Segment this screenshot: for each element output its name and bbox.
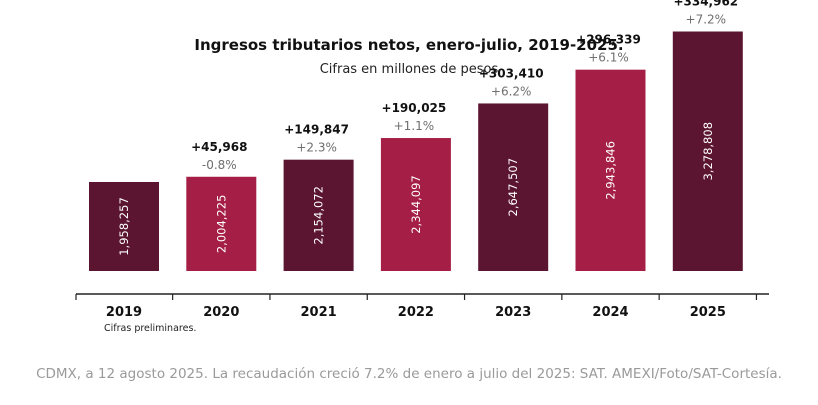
bar-value-label: 3,278,808 <box>701 122 715 181</box>
diff-label: +190,025 <box>382 101 447 115</box>
bar-2020 <box>186 176 257 271</box>
photo-caption: CDMX, a 12 agosto 2025. La recaudación c… <box>36 366 782 382</box>
chart-area: Ingresos tributarios netos, enero-julio,… <box>75 0 769 334</box>
bar-value-label: 2,154,072 <box>312 186 326 245</box>
chart-title: Ingresos tributarios netos, enero-julio,… <box>194 36 624 54</box>
x-tick-label: 2023 <box>495 305 531 320</box>
x-tick-label: 2025 <box>690 305 726 320</box>
bar-value-label: 1,958,257 <box>117 197 131 256</box>
footnote: Cifras preliminares. <box>104 323 197 334</box>
x-tick-label: 2021 <box>301 305 337 320</box>
diff-label: +45,968 <box>191 140 247 154</box>
x-tick-label: 2019 <box>106 305 142 320</box>
bar-value-label: 2,344,097 <box>409 175 423 234</box>
pct-label: +1.1% <box>394 119 435 133</box>
bar-value-label: 2,004,225 <box>214 195 228 254</box>
x-tick-label: 2020 <box>203 305 239 320</box>
bar-2019 <box>89 182 159 271</box>
pct-label: -0.8% <box>202 158 237 172</box>
bar-chart: 1,958,257 2019 2,004,225 2020 +45,968 -0.8% 2,… <box>75 0 769 320</box>
bar-2024 <box>575 69 646 271</box>
diff-label: +296,339 <box>576 33 641 47</box>
x-tick-label: 2022 <box>398 305 434 320</box>
bar-2022 <box>380 138 451 271</box>
bar-value-label: 2,943,846 <box>604 141 618 200</box>
diff-label: +303,410 <box>479 66 544 80</box>
pct-label: +2.3% <box>296 141 337 155</box>
x-tick-label: 2024 <box>592 305 628 320</box>
pct-label: +6.2% <box>491 84 532 98</box>
pct-label: +6.1% <box>588 51 629 65</box>
pct-label: +7.2% <box>686 13 727 27</box>
chart-subtitle: Cifras en millones de pesos <box>319 62 499 77</box>
bar-value-label: 2,647,507 <box>506 158 520 217</box>
bar-2025 <box>672 31 743 271</box>
bar-2021 <box>283 159 354 271</box>
bar-2023 <box>478 103 549 271</box>
diff-label: +334,962 <box>673 0 738 9</box>
diff-label: +149,847 <box>284 123 349 137</box>
